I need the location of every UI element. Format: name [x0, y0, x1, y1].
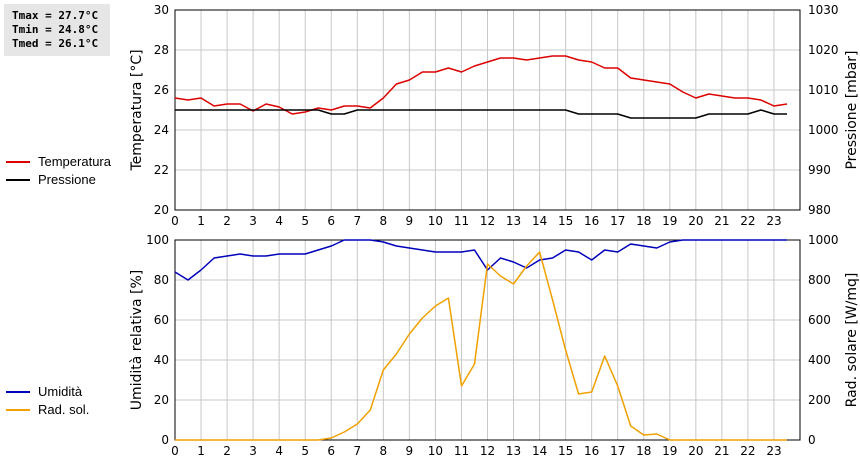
- series-line-temperatura: [174, 55, 788, 115]
- p1-y2tick-label-1: 990: [808, 163, 831, 177]
- p1-xtick-label-3: 3: [249, 214, 257, 228]
- legend-swatch-radiation: [6, 409, 30, 411]
- p2-xtick-label-4: 4: [275, 444, 283, 458]
- p2-xtick-label-21: 21: [714, 444, 729, 458]
- p1-xtick-label-18: 18: [636, 214, 651, 228]
- p2-y2tick-label-0: 0: [808, 433, 816, 447]
- p1-xtick-label-13: 13: [506, 214, 521, 228]
- p2-ylabel: Umidità relativa [%]: [129, 270, 145, 411]
- p2-xtick-label-17: 17: [610, 444, 625, 458]
- p2-xtick-label-18: 18: [636, 444, 651, 458]
- p2-y2tick-label-5: 1000: [808, 233, 839, 247]
- p2-xtick-label-9: 9: [406, 444, 414, 458]
- p1-xtick-label-22: 22: [740, 214, 755, 228]
- p2-y2tick-label-1: 200: [808, 393, 831, 407]
- temperature-stats-box: Tmax = 27.7°C Tmin = 24.8°C Tmed = 26.1°…: [4, 4, 110, 56]
- p1-xtick-label-8: 8: [380, 214, 388, 228]
- tmin-label: Tmin = 24.8°C: [12, 23, 99, 36]
- p2-y2label: Rad. solare [W/mq]: [844, 273, 860, 408]
- p1-xtick-label-4: 4: [275, 214, 283, 228]
- legend-label-radiation: Rad. sol.: [38, 402, 90, 417]
- p2-xtick-label-19: 19: [662, 444, 677, 458]
- tmax-label: Tmax = 27.7°C: [12, 9, 99, 22]
- p1-y2tick-label-3: 1010: [808, 83, 839, 97]
- series-line-rad-sol: [175, 251, 787, 441]
- p1-ytick-label-0: 20: [154, 203, 169, 217]
- p2-xtick-label-6: 6: [327, 444, 335, 458]
- p2-y2tick-label-2: 400: [808, 353, 831, 367]
- p2-xtick-label-15: 15: [558, 444, 573, 458]
- p2-xtick-label-0: 0: [171, 444, 179, 458]
- p2-xtick-label-3: 3: [249, 444, 257, 458]
- p2-xtick-label-14: 14: [532, 444, 547, 458]
- p1-xtick-label-2: 2: [223, 214, 231, 228]
- p2-ytick-label-3: 60: [154, 313, 169, 327]
- p1-y2label: Pressione [mbar]: [844, 50, 860, 169]
- p2-xtick-label-8: 8: [380, 444, 388, 458]
- top-panel-temperature-pressure: 0 1 2 3 4 5 6 7 8 9 10 11 12 13 14 15 16 17 18 19 20 21 22 2320…: [129, 3, 860, 228]
- p1-ytick-label-2: 24: [154, 123, 169, 137]
- p1-xtick-label-21: 21: [714, 214, 729, 228]
- tmed-label: Tmed = 26.1°C: [12, 37, 99, 50]
- p2-xtick-label-16: 16: [584, 444, 599, 458]
- p1-xtick-label-16: 16: [584, 214, 599, 228]
- p1-xtick-label-17: 17: [610, 214, 625, 228]
- p2-xtick-label-20: 20: [688, 444, 703, 458]
- p1-xtick-label-1: 1: [197, 214, 205, 228]
- p1-y2tick-label-4: 1020: [808, 43, 839, 57]
- p2-ytick-label-4: 80: [154, 273, 169, 287]
- legend-label-temperature: Temperatura: [38, 154, 111, 169]
- p1-y2tick-label-0: 980: [808, 203, 831, 217]
- legend-label-humidity: Umidità: [38, 384, 83, 399]
- p2-frame: [174, 239, 801, 441]
- p2-xtick-label-1: 1: [197, 444, 205, 458]
- legend-swatch-humidity: [6, 391, 30, 393]
- p1-xtick-label-5: 5: [301, 214, 309, 228]
- p2-xtick-label-13: 13: [506, 444, 521, 458]
- p2-xtick-label-2: 2: [223, 444, 231, 458]
- p2-xtick-label-22: 22: [740, 444, 755, 458]
- p1-y2tick-label-2: 1000: [808, 123, 839, 137]
- p1-xtick-label-23: 23: [766, 214, 781, 228]
- p1-xtick-label-6: 6: [327, 214, 335, 228]
- p2-y2tick-label-4: 800: [808, 273, 831, 287]
- legend-swatch-pressure: [6, 179, 30, 181]
- p1-xtick-label-19: 19: [662, 214, 677, 228]
- p2-xtick-label-12: 12: [480, 444, 495, 458]
- p1-xtick-label-11: 11: [454, 214, 469, 228]
- legend-label-pressure: Pressione: [38, 172, 96, 187]
- series-line-pressione: [175, 109, 787, 119]
- p1-xtick-label-9: 9: [406, 214, 414, 228]
- p2-xtick-label-11: 11: [454, 444, 469, 458]
- p2-ytick-label-1: 20: [154, 393, 169, 407]
- p1-ytick-label-1: 22: [154, 163, 169, 177]
- p1-ytick-label-3: 26: [154, 83, 169, 97]
- p1-ylabel: Temperatura [°C]: [129, 49, 145, 171]
- p1-ytick-label-5: 30: [154, 3, 169, 17]
- p1-xtick-label-12: 12: [480, 214, 495, 228]
- p1-xtick-label-7: 7: [353, 214, 361, 228]
- p1-xtick-label-15: 15: [558, 214, 573, 228]
- p2-ytick-label-0: 0: [161, 433, 169, 447]
- p2-ytick-label-2: 40: [154, 353, 169, 367]
- p2-xtick-label-23: 23: [766, 444, 781, 458]
- p1-xtick-label-10: 10: [428, 214, 443, 228]
- p2-y2tick-label-3: 600: [808, 313, 831, 327]
- p2-xtick-label-5: 5: [301, 444, 309, 458]
- series-line-umidit: [174, 239, 787, 281]
- legend-swatch-temperature: [6, 161, 30, 163]
- p2-xtick-label-10: 10: [428, 444, 443, 458]
- p1-xtick-label-14: 14: [532, 214, 547, 228]
- p1-y2tick-label-5: 1030: [808, 3, 839, 17]
- bottom-panel-humidity-radiation: 0 1 2 3 4 5 6 7 8 9 10 11 12 13 14 15 16 17 18 19 20 21 22 2302…: [129, 233, 860, 458]
- p1-xtick-label-0: 0: [171, 214, 179, 228]
- p2-xtick-label-7: 7: [353, 444, 361, 458]
- p2-ytick-label-5: 100: [146, 233, 169, 247]
- p1-xtick-label-20: 20: [688, 214, 703, 228]
- p1-ytick-label-4: 28: [154, 43, 169, 57]
